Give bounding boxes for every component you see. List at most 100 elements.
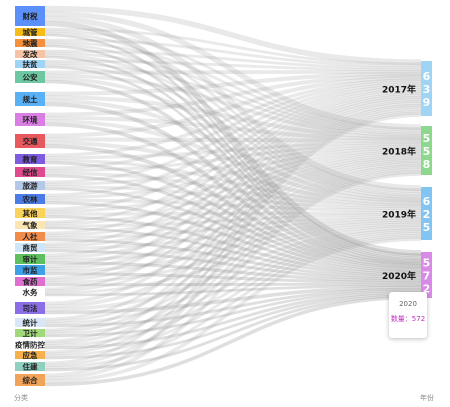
target-value: 6 — [423, 195, 431, 208]
source-node[interactable] — [15, 50, 45, 58]
source-node[interactable] — [15, 194, 45, 204]
source-label: 旅游 — [23, 181, 38, 191]
sankey-link — [44, 220, 422, 273]
source-label: 统计 — [23, 318, 38, 328]
source-label: 财税 — [22, 11, 38, 21]
source-node[interactable] — [15, 71, 45, 83]
source-node[interactable] — [15, 167, 45, 177]
source-node[interactable] — [15, 232, 45, 241]
sankey-link — [44, 88, 422, 224]
sankey-link — [44, 113, 422, 378]
source-node[interactable] — [15, 28, 45, 36]
sankey-link — [44, 102, 422, 265]
target-value: 8 — [423, 158, 431, 171]
sankey-link — [44, 218, 422, 262]
sankey-link — [44, 187, 422, 273]
source-node[interactable] — [15, 318, 45, 327]
source-label: 教育 — [22, 154, 38, 164]
sankey-link — [44, 167, 422, 345]
sankey-link — [44, 99, 422, 291]
sankey-link — [44, 213, 422, 228]
sankey-link — [44, 33, 422, 256]
source-node[interactable] — [15, 265, 45, 275]
sankey-link — [44, 226, 422, 278]
source-node[interactable] — [15, 243, 45, 252]
source-label: 应急 — [23, 350, 38, 360]
source-node[interactable] — [15, 340, 45, 349]
sankey-link — [44, 144, 422, 268]
source-node[interactable] — [15, 254, 45, 264]
sankey-link — [44, 93, 422, 257]
sankey-link — [44, 158, 422, 282]
sankey-link — [44, 101, 422, 306]
source-node[interactable] — [15, 362, 45, 371]
sankey-link — [44, 31, 422, 192]
sankey-link — [44, 76, 422, 200]
sankey-link — [44, 287, 422, 328]
source-node[interactable] — [15, 329, 45, 337]
sankey-link — [44, 29, 422, 130]
sankey-link — [44, 97, 422, 280]
sankey-link — [44, 51, 422, 134]
sankey-link — [44, 282, 422, 287]
sankey-link — [44, 151, 422, 237]
target-node[interactable] — [421, 61, 432, 116]
sankey-link — [44, 292, 422, 360]
source-node[interactable] — [15, 134, 45, 148]
sankey-link — [44, 141, 422, 160]
source-label: 住建 — [23, 362, 38, 372]
target-node[interactable] — [421, 252, 432, 298]
source-label: 商贸 — [23, 243, 38, 253]
source-node[interactable] — [15, 92, 45, 106]
target-node[interactable] — [421, 187, 432, 240]
sankey-link — [44, 53, 422, 195]
sankey-link — [44, 185, 422, 211]
sankey-link — [44, 158, 422, 207]
source-label: 城管 — [23, 27, 38, 37]
target-label: 2017年 — [382, 84, 416, 96]
target-value: 7 — [423, 270, 431, 283]
target-value: 6 — [423, 70, 431, 83]
sankey-link — [44, 42, 422, 194]
sankey-link — [44, 294, 422, 372]
sankey-link — [44, 225, 422, 312]
source-node[interactable] — [15, 60, 45, 68]
source-node[interactable] — [15, 208, 45, 218]
sankey-link — [44, 201, 422, 275]
sankey-link — [44, 231, 422, 348]
source-node[interactable] — [15, 154, 45, 164]
sankey-link — [44, 15, 422, 191]
sankey-link — [44, 233, 422, 358]
sankey-link — [44, 98, 422, 202]
sankey-link — [44, 174, 422, 271]
target-axis-label: 年份 — [420, 394, 434, 402]
sankey-link — [44, 230, 422, 336]
target-label: 2019年 — [382, 209, 416, 221]
source-node[interactable] — [15, 288, 45, 296]
sankey-link — [44, 170, 422, 367]
source-node[interactable] — [15, 221, 45, 229]
sankey-link — [44, 224, 422, 295]
target-value: 5 — [423, 145, 431, 158]
sankey-link — [44, 146, 422, 200]
source-node[interactable] — [15, 277, 45, 286]
sankey-link — [44, 156, 422, 271]
sankey-link — [44, 91, 422, 246]
source-node[interactable] — [15, 302, 45, 314]
sankey-link — [44, 289, 422, 338]
target-value: 2 — [423, 283, 431, 296]
source-label: 环境 — [23, 115, 38, 125]
sankey-link — [44, 111, 422, 365]
sankey-link — [44, 222, 422, 285]
source-node[interactable] — [15, 181, 45, 190]
tooltip-year: 2020 — [399, 300, 417, 308]
sankey-link — [44, 10, 422, 130]
source-node[interactable] — [15, 39, 45, 47]
source-node[interactable] — [15, 6, 45, 26]
tooltip: 2020 数量：572 — [389, 292, 427, 338]
target-node[interactable] — [421, 126, 432, 175]
source-node[interactable] — [15, 374, 45, 386]
source-node[interactable] — [15, 351, 45, 359]
source-node[interactable] — [15, 113, 45, 126]
source-label: 卫计 — [23, 328, 38, 338]
